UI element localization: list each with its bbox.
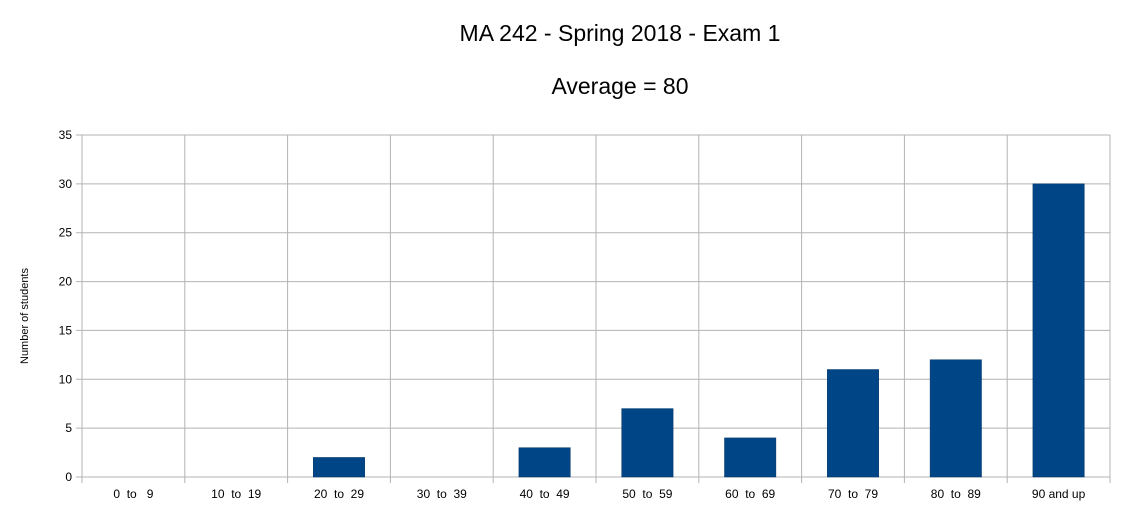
x-tick-label: 30 to 39 <box>417 487 467 501</box>
bar <box>827 369 879 478</box>
y-tick-label: 35 <box>59 128 73 142</box>
x-tick-label: 40 to 49 <box>520 487 570 501</box>
bar <box>1032 183 1085 478</box>
bar <box>518 447 571 478</box>
chart-title: MA 242 - Spring 2018 - Exam 1 <box>460 20 781 46</box>
y-tick-label: 5 <box>65 421 72 435</box>
y-axis-label: Number of students <box>19 268 31 364</box>
chart-subtitle: Average = 80 <box>551 73 688 99</box>
y-tick-label: 10 <box>59 372 73 386</box>
y-tick-labels: 0 5 10 15 20 25 30 35 <box>59 128 73 484</box>
y-tick-label: 30 <box>59 177 73 191</box>
x-tick-label: 20 to 29 <box>314 487 364 501</box>
x-tick-label: 60 to 69 <box>725 487 775 501</box>
y-tick-label: 20 <box>59 275 73 289</box>
x-tick-label: 90 and up <box>1032 487 1086 501</box>
bars <box>313 183 1085 478</box>
bar <box>724 437 777 478</box>
x-tick-label: 70 to 79 <box>828 487 878 501</box>
x-tick-label: 0 to 9 <box>113 487 153 501</box>
grid <box>76 134 1111 483</box>
x-tick-label: 50 to 59 <box>622 487 672 501</box>
bar <box>929 359 982 478</box>
y-tick-label: 25 <box>59 226 73 240</box>
x-tick-label: 10 to 19 <box>211 487 261 501</box>
bar <box>313 457 365 478</box>
bar <box>621 408 674 478</box>
y-tick-label: 15 <box>59 323 73 337</box>
y-tick-label: 0 <box>65 470 72 484</box>
x-tick-labels: 0 to 9 10 to 19 20 to 29 30 to 39 40 to 49 50… <box>113 487 1085 501</box>
x-tick-label: 80 to 89 <box>931 487 981 501</box>
